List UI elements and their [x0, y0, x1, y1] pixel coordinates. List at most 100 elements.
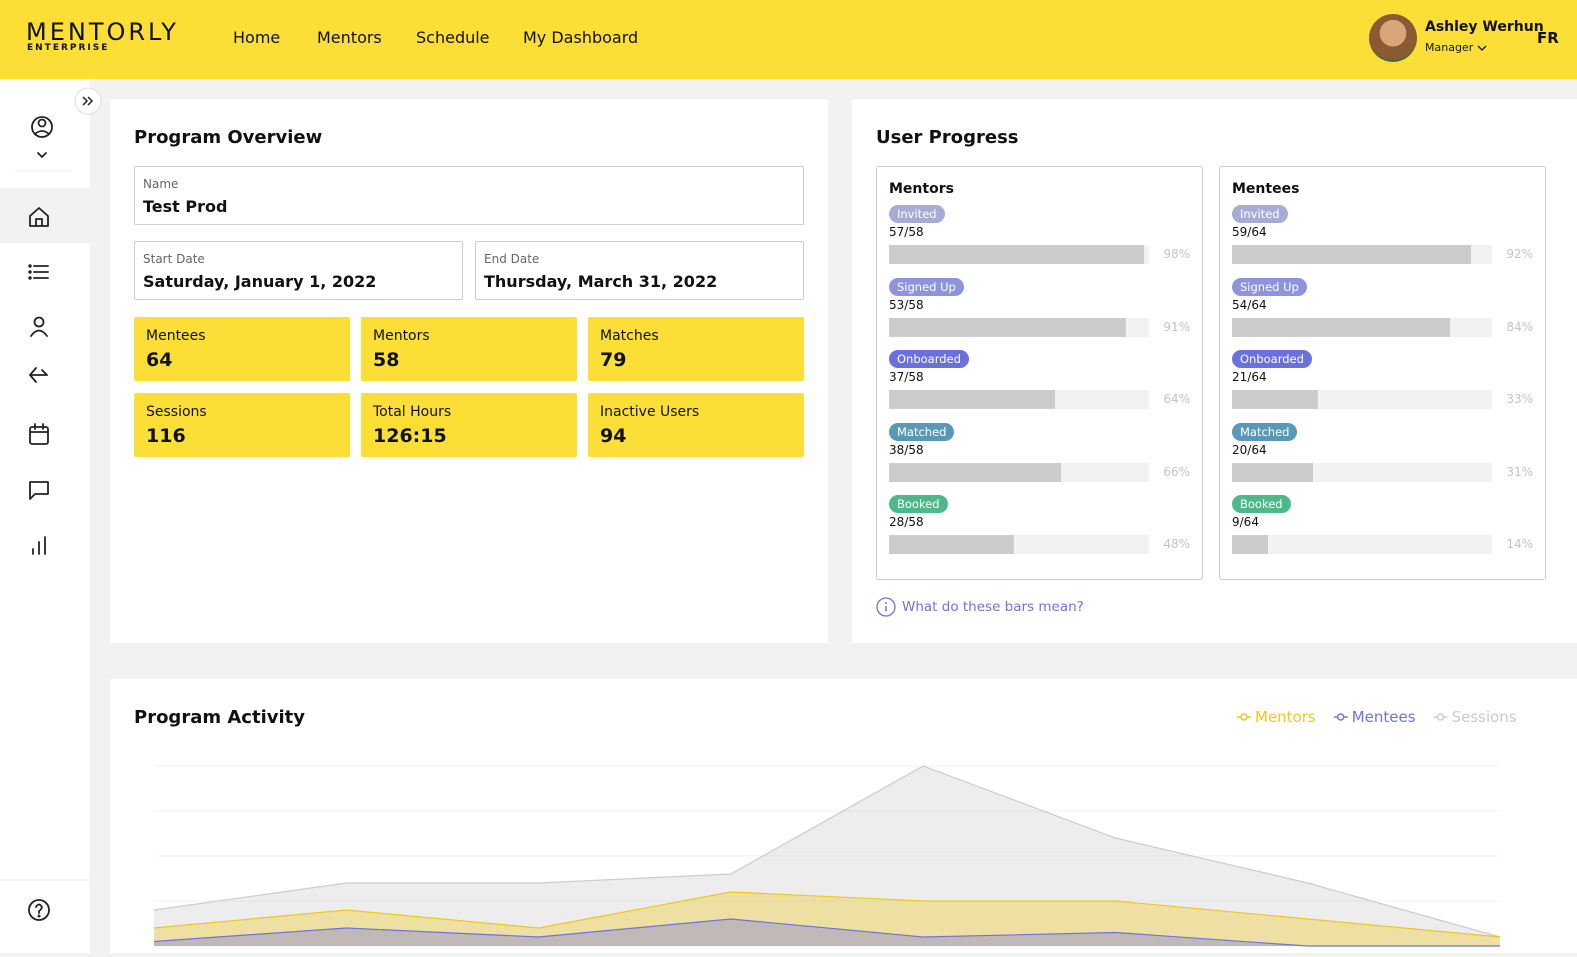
name-field: Name Test Prod: [134, 166, 804, 225]
count: 21/64: [1232, 370, 1267, 384]
stat-value: 116: [146, 425, 186, 447]
stat-label: Total Hours: [373, 404, 452, 420]
count: 20/64: [1232, 442, 1267, 457]
percent-label: 31%: [1506, 464, 1533, 479]
count: 38/58: [889, 442, 924, 457]
percent-label: 64%: [1163, 392, 1190, 406]
avatar[interactable]: [1369, 14, 1417, 62]
progress-track: [1232, 535, 1492, 554]
card-title: Program Overview: [134, 127, 323, 148]
group-title: Mentors: [889, 181, 954, 197]
stat-value: 126:15: [373, 425, 447, 447]
group-title: Mentees: [1232, 181, 1300, 197]
stat-value: 79: [600, 349, 627, 371]
stat-tile: Total Hours 126:15: [361, 393, 577, 457]
progress-bar: [1232, 317, 1451, 337]
program-activity: Program Activity Mentors Mentees Sessions: [110, 679, 1577, 953]
nav-link[interactable]: My Dashboard: [523, 28, 639, 47]
progress-track: [889, 535, 1149, 554]
progress-group: Mentors Invited 57/58 98% Signed Up 53/58 91% O…: [876, 166, 1203, 580]
status-badge: Invited: [1232, 205, 1288, 223]
stat-tile: Mentors 58: [361, 317, 577, 381]
stat-value: 94: [600, 425, 627, 447]
percent-label: 48%: [1163, 537, 1190, 551]
stat-label: Mentees: [146, 328, 206, 344]
card-title: Program Activity: [134, 707, 305, 728]
progress-track: [1232, 245, 1492, 264]
percent-label: 14%: [1506, 537, 1533, 551]
progress-track: [889, 390, 1149, 409]
progress-group: Mentees Invited 59/64 92% Signed Up 54/64 84% O…: [1219, 166, 1546, 580]
logo-sub: ENTERPRISE: [27, 43, 110, 53]
program-overview: Program Overview Name Test Prod Start Da…: [110, 99, 828, 643]
progress-bar: [1232, 390, 1318, 409]
nav-link[interactable]: Schedule: [416, 28, 490, 47]
percent-label: 98%: [1163, 247, 1190, 261]
stat-tile: Matches 79: [588, 317, 804, 381]
area-line: [153, 891, 1501, 938]
legend-label: Sessions: [1452, 708, 1517, 726]
legend-item[interactable]: Mentors: [1237, 708, 1316, 726]
stat-label: Matches: [600, 328, 659, 344]
stat-label: Sessions: [146, 404, 207, 420]
area-line: [153, 918, 1500, 947]
area-line: [153, 765, 1501, 938]
stat-tile: Mentees 64: [134, 317, 350, 381]
status-badge: Onboarded: [1232, 350, 1312, 368]
logo: MENTORLY: [26, 18, 179, 46]
progress-bar: [889, 317, 1126, 337]
stat-value: 64: [146, 349, 173, 371]
status-badge: Invited: [889, 205, 945, 223]
field-value: Thursday, March 31, 2022: [484, 272, 718, 291]
progress-bar: [889, 535, 1014, 554]
status-badge: Booked: [889, 495, 948, 513]
status-badge: Signed Up: [889, 277, 964, 296]
progress-bar: [889, 462, 1061, 482]
progress-track: [889, 245, 1149, 264]
stat-value: 58: [373, 349, 400, 371]
legend-label: Mentees: [1352, 708, 1416, 726]
progress-bar: [889, 245, 1144, 264]
legend-swatch: [1240, 713, 1248, 721]
legend-item[interactable]: Sessions: [1433, 708, 1517, 726]
user-role[interactable]: Manager: [1425, 41, 1474, 54]
progress-track: [1232, 462, 1492, 482]
count: 59/64: [1232, 225, 1267, 239]
area-fill: [154, 919, 1500, 946]
progress-track: [1232, 390, 1492, 409]
status-badge: Booked: [1232, 495, 1291, 513]
percent-label: 66%: [1163, 464, 1190, 479]
percent-label: 33%: [1506, 392, 1533, 406]
help-link[interactable]: What do these bars mean?: [902, 599, 1084, 615]
info-icon[interactable]: [876, 597, 896, 617]
percent-label: 91%: [1163, 319, 1190, 334]
nav-link[interactable]: Home: [233, 28, 281, 47]
field-label: End Date: [484, 252, 540, 266]
progress-bar: [1232, 245, 1472, 264]
count: 54/64: [1232, 297, 1267, 312]
user-name[interactable]: Ashley Werhun: [1425, 19, 1544, 35]
field-value: Test Prod: [143, 197, 228, 216]
status-badge: Matched: [1232, 422, 1298, 441]
progress-bar: [1232, 462, 1313, 482]
stat-tile: Inactive Users 94: [588, 393, 804, 457]
stat-label: Inactive Users: [600, 404, 700, 420]
status-badge: Matched: [889, 422, 955, 441]
progress-track: [889, 317, 1149, 337]
user-progress: User Progress What do these bars mean? M…: [852, 99, 1577, 643]
language[interactable]: FR: [1537, 29, 1559, 47]
percent-label: 92%: [1506, 247, 1533, 261]
field-label: Start Date: [143, 252, 205, 266]
status-badge: Onboarded: [889, 350, 969, 368]
activity-chart: Mentors Mentees Sessions: [153, 708, 1517, 947]
legend-swatch: [1436, 713, 1445, 721]
expand-button[interactable]: [74, 87, 102, 115]
stat-tile: Sessions 116: [134, 393, 350, 457]
nav-link[interactable]: Mentors: [317, 28, 382, 47]
legend-item[interactable]: Mentees: [1333, 708, 1416, 726]
sidebar-icons: [0, 116, 91, 921]
progress-bar: [889, 390, 1056, 409]
legend-label: Mentors: [1255, 708, 1316, 726]
chevron: [1477, 45, 1487, 51]
